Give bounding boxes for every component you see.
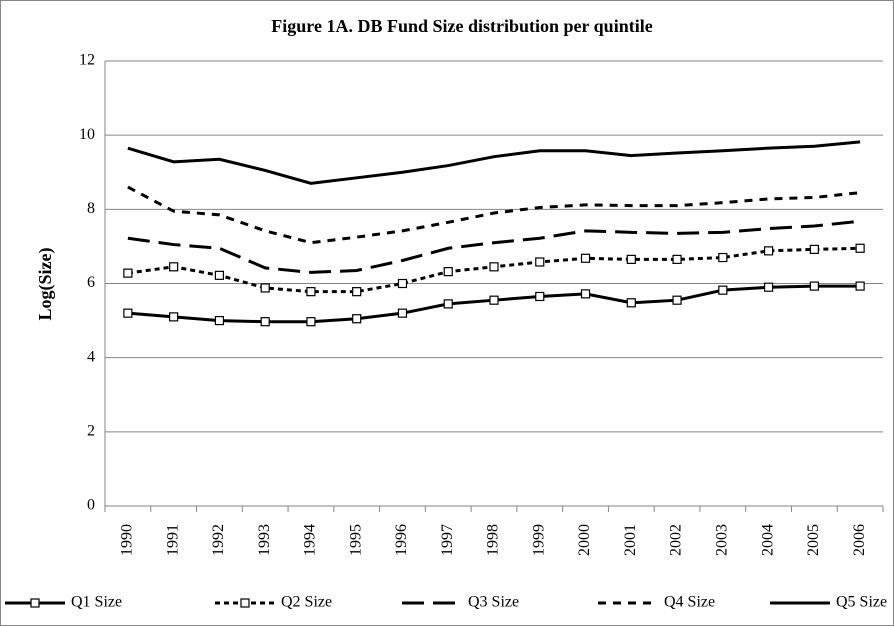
data-point <box>535 257 545 267</box>
legend-marker <box>30 598 40 608</box>
y-tick-label: 10 <box>79 126 95 143</box>
x-tick-label: 1995 <box>347 524 364 556</box>
data-point <box>763 246 774 256</box>
x-tick-label: 1991 <box>164 524 181 556</box>
x-tick-label: 2001 <box>622 524 639 556</box>
data-point <box>352 287 362 297</box>
data-point <box>672 254 682 264</box>
data-point <box>855 281 865 291</box>
data-point <box>306 317 316 327</box>
y-tick-label: 12 <box>79 52 95 69</box>
chart-title: Figure 1A. DB Fund Size distribution per… <box>271 16 652 36</box>
data-point <box>169 262 179 272</box>
data-point <box>123 268 133 278</box>
x-tick-label: 1998 <box>485 524 502 556</box>
data-point <box>123 308 133 318</box>
legend-label: Q4 Size <box>664 594 715 611</box>
y-tick-label: 6 <box>87 274 95 291</box>
x-tick-label: 2003 <box>713 524 730 556</box>
legend-label: Q3 Size <box>468 594 519 611</box>
x-tick-label: 2002 <box>668 524 685 556</box>
legend-label: Q1 Size <box>71 594 122 611</box>
x-tick-label: 1994 <box>302 524 319 556</box>
x-tick-label: 2006 <box>851 524 868 556</box>
data-point <box>626 254 636 264</box>
data-point <box>443 267 453 277</box>
data-point <box>489 262 499 272</box>
x-tick-label: 2000 <box>576 524 593 556</box>
data-point <box>306 287 316 297</box>
legend-label: Q2 Size <box>281 594 332 611</box>
data-point <box>535 291 545 302</box>
data-point <box>352 314 362 324</box>
x-tick-label: 1990 <box>119 524 136 556</box>
x-tick-label: 1992 <box>210 524 227 556</box>
data-point <box>672 295 682 305</box>
data-point <box>580 289 591 299</box>
x-tick-label: 2004 <box>759 524 776 556</box>
data-point <box>443 299 453 309</box>
data-point <box>626 298 636 308</box>
series-line <box>127 140 861 185</box>
x-tick-label: 1993 <box>256 524 273 556</box>
data-point <box>397 278 408 289</box>
data-point <box>718 252 728 263</box>
data-point <box>763 282 774 292</box>
data-point <box>260 317 270 327</box>
y-tick-label: 0 <box>87 497 95 514</box>
data-point <box>397 308 408 318</box>
x-tick-label: 1999 <box>530 524 547 556</box>
data-point <box>214 315 225 326</box>
y-tick-label: 4 <box>87 348 95 365</box>
x-tick-label: 1997 <box>439 524 456 556</box>
data-point <box>855 243 865 253</box>
data-point <box>718 285 728 295</box>
data-point <box>489 295 499 305</box>
series-line <box>127 219 861 274</box>
x-tick-label: 1996 <box>393 524 410 556</box>
data-point <box>214 270 225 280</box>
series-line <box>127 185 861 245</box>
y-tick-label: 2 <box>87 423 95 440</box>
legend-marker <box>240 598 250 608</box>
data-point <box>580 253 591 263</box>
y-tick-label: 8 <box>87 200 95 217</box>
data-point <box>809 244 819 254</box>
data-point <box>260 283 270 293</box>
data-point <box>809 281 819 291</box>
y-axis-title: Log(Size) <box>35 248 56 321</box>
legend-label: Q5 Size <box>836 594 887 611</box>
data-point <box>169 312 179 322</box>
x-tick-label: 2005 <box>805 524 822 556</box>
